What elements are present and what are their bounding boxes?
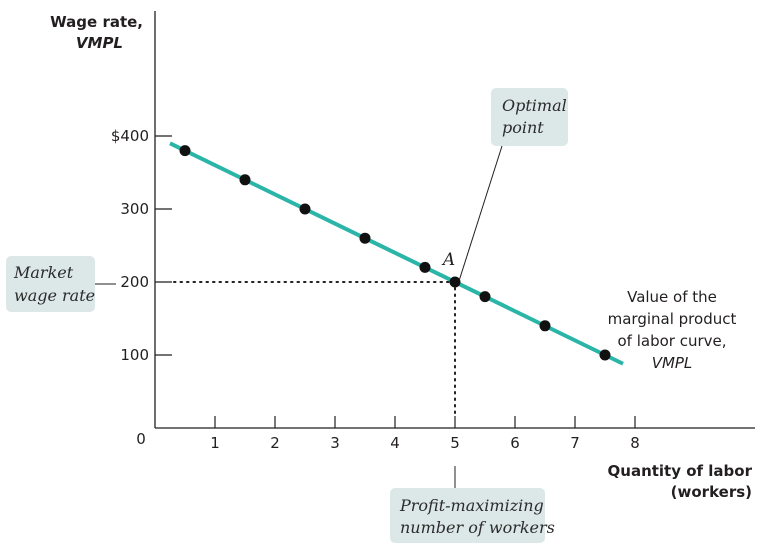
- vmpl-point-8: [539, 320, 551, 332]
- point-a-label: A: [441, 250, 455, 270]
- y-axis-title-line2: VMPL: [76, 34, 123, 52]
- y-tick-label-0: 0: [136, 430, 146, 448]
- x-tick-label-8: 8: [630, 434, 640, 452]
- profit-max-callout-line2: number of workers: [400, 518, 555, 537]
- optimal-callout-leader: [458, 145, 503, 282]
- optimal-callout-line2: point: [502, 118, 544, 137]
- market-wage-callout-box: [6, 256, 95, 312]
- y-axis-ticks: 0 100 200 300 $400: [111, 127, 172, 448]
- optimal-point-callout: Optimal point: [458, 88, 568, 282]
- vmpl-curve: [169, 141, 624, 366]
- x-tick-label-3: 3: [330, 434, 340, 452]
- market-wage-callout-line2: wage rate: [14, 286, 95, 305]
- y-tick-label-200: 200: [120, 273, 149, 291]
- vmpl-points: [179, 145, 611, 361]
- vmpl-point-6: [449, 276, 461, 288]
- profit-max-callout-line1: Profit-maximizing: [399, 496, 544, 515]
- vmpl-point-2: [239, 174, 251, 186]
- market-wage-callout: Market wage rate: [6, 256, 116, 312]
- vmpl-point-5: [419, 261, 431, 273]
- curve-label-line2: marginal product: [608, 310, 737, 328]
- curve-label-line1: Value of the: [627, 288, 717, 306]
- x-tick-label-5: 5: [450, 434, 460, 452]
- y-tick-label-400: $400: [111, 127, 149, 145]
- market-wage-callout-line1: Market: [13, 263, 74, 282]
- x-tick-label-7: 7: [570, 434, 580, 452]
- y-tick-label-100: 100: [120, 346, 149, 364]
- x-tick-label-2: 2: [270, 434, 280, 452]
- optimal-callout-line1: Optimal: [502, 96, 567, 115]
- x-axis-title-line2: (workers): [671, 483, 752, 501]
- vmpl-point-3: [299, 203, 311, 215]
- vmpl-point-4: [359, 232, 371, 244]
- vmpl-point-1: [179, 145, 191, 157]
- curve-label-line3: of labor curve,: [617, 332, 726, 350]
- y-axis-title-line1: Wage rate,: [50, 13, 143, 31]
- x-tick-label-6: 6: [510, 434, 520, 452]
- x-tick-label-1: 1: [210, 434, 220, 452]
- x-axis-ticks: 1 2 3 4 5 6 7 8: [210, 416, 640, 452]
- curve-label-line4: VMPL: [652, 354, 693, 372]
- profit-max-callout-box: [390, 488, 545, 543]
- x-axis-title-line1: Quantity of labor: [608, 462, 753, 480]
- optimal-callout-box: [491, 88, 568, 146]
- vmpl-point-9: [599, 349, 611, 361]
- y-tick-label-300: 300: [120, 200, 149, 218]
- vmpl-point-7: [479, 291, 491, 303]
- profit-max-callout: Profit-maximizing number of workers: [390, 466, 555, 543]
- vmpl-curve-label: Value of the marginal product of labor c…: [608, 288, 737, 372]
- x-tick-label-4: 4: [390, 434, 400, 452]
